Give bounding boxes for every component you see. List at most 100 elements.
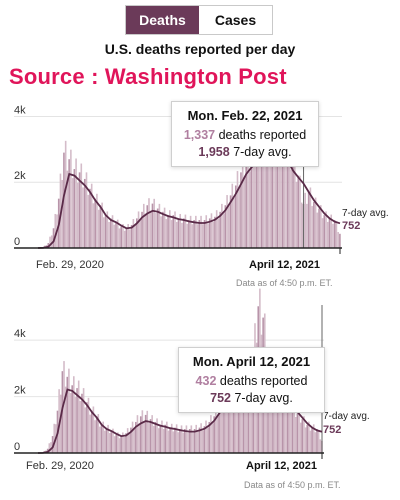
bar: [151, 203, 154, 248]
bar: [162, 429, 165, 453]
bar: [102, 421, 104, 453]
bar: [185, 425, 188, 453]
bar: [104, 215, 107, 248]
bar: [229, 375, 232, 453]
bar: [260, 142, 263, 248]
bar: [255, 149, 258, 248]
chart-title: U.S. deaths reported per day: [104, 41, 296, 57]
bar: [236, 171, 239, 248]
bar: [172, 215, 175, 248]
bar: [320, 205, 322, 248]
bar: [125, 228, 128, 248]
bar: [236, 387, 238, 453]
bar: [156, 418, 158, 453]
bar: [219, 211, 221, 248]
bar: [335, 221, 338, 248]
bar: [146, 205, 149, 248]
bar: [127, 224, 129, 248]
bar: [106, 211, 109, 248]
bar: [165, 219, 168, 248]
bar: [216, 417, 219, 453]
bar: [333, 220, 336, 248]
bar: [71, 385, 73, 453]
bar: [97, 209, 100, 248]
bar: [198, 220, 201, 248]
bar: [89, 414, 91, 453]
bar: [115, 434, 118, 453]
bar: [280, 396, 282, 453]
bar: [215, 407, 217, 453]
bar: [148, 198, 150, 248]
bar: [157, 428, 160, 453]
bar: [259, 160, 261, 248]
bar: [94, 198, 96, 248]
bar: [172, 431, 175, 453]
bar: [301, 419, 304, 453]
bar: [187, 432, 189, 453]
bar: [90, 410, 93, 453]
bar: [113, 224, 116, 248]
tooltip-2: Mon. April 12, 2021 432 deaths reported …: [178, 347, 325, 413]
bar: [139, 219, 142, 248]
bar: [162, 211, 164, 248]
bar: [121, 432, 124, 453]
bar: [312, 424, 315, 453]
bar: [319, 439, 322, 453]
bar: [238, 187, 241, 248]
tooltip-avg: 752 7-day avg.: [187, 390, 316, 407]
bar: [170, 220, 173, 248]
bar: [53, 423, 56, 453]
bar: [211, 423, 214, 453]
tab-deaths[interactable]: Deaths: [126, 6, 199, 34]
bar: [148, 423, 150, 453]
bar: [154, 421, 157, 453]
bar: [123, 437, 126, 453]
bar: [276, 132, 279, 248]
bar: [317, 429, 320, 453]
bar: [224, 205, 227, 248]
bar: [280, 153, 282, 248]
bar: [210, 213, 213, 248]
bar: [64, 140, 67, 248]
bar: [123, 230, 126, 248]
bar: [208, 421, 211, 453]
bar: [228, 206, 230, 248]
tooltip-deaths-value: 1,337: [183, 128, 216, 142]
bar: [64, 386, 67, 453]
bar: [79, 401, 82, 453]
bar: [183, 429, 186, 453]
bar: [283, 383, 286, 453]
bar: [188, 429, 191, 453]
bar: [266, 136, 268, 248]
bar: [208, 218, 211, 248]
bar: [167, 430, 170, 453]
bar: [224, 387, 227, 453]
bar: [290, 169, 293, 248]
bar: [297, 175, 300, 248]
bar: [82, 388, 85, 453]
bar: [155, 213, 157, 248]
bar: [77, 380, 80, 453]
bar: [159, 424, 162, 453]
bar: [129, 229, 131, 248]
bar: [197, 431, 199, 453]
y-tick-label: 2k: [14, 170, 26, 182]
bar: [84, 407, 87, 453]
bar: [193, 429, 196, 453]
bar: [321, 218, 324, 248]
bar: [136, 415, 139, 453]
bar: [223, 399, 225, 453]
bar: [195, 215, 197, 248]
bar: [108, 221, 110, 248]
bar: [339, 233, 341, 248]
bar: [241, 157, 244, 248]
bar: [117, 432, 119, 453]
bar: [175, 221, 178, 248]
bar: [141, 410, 144, 453]
bar: [257, 132, 260, 248]
bar: [132, 219, 135, 248]
bar: [169, 210, 171, 248]
tab-cases[interactable]: Cases: [199, 6, 272, 34]
bar: [267, 116, 270, 248]
bar: [99, 426, 101, 453]
